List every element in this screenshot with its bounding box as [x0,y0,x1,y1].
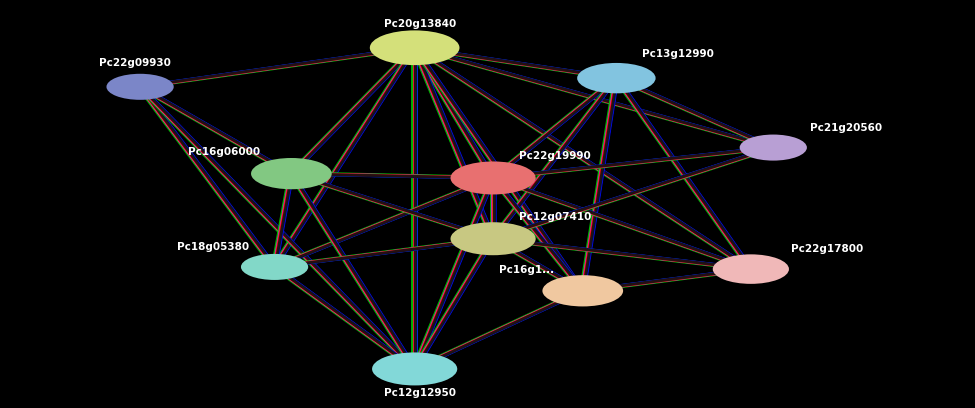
Text: Pc20g13840: Pc20g13840 [384,19,456,29]
Circle shape [450,162,535,195]
Circle shape [713,254,789,284]
Circle shape [370,30,459,65]
Circle shape [577,63,655,93]
Circle shape [542,275,623,306]
Text: Pc16g06000: Pc16g06000 [188,147,260,157]
Text: Pc16g1...: Pc16g1... [499,265,554,275]
Text: Pc21g20560: Pc21g20560 [810,123,882,133]
Text: Pc13g12990: Pc13g12990 [643,49,714,59]
Text: Pc22g17800: Pc22g17800 [791,244,863,254]
Circle shape [372,353,457,386]
Text: Pc22g19990: Pc22g19990 [519,151,591,161]
Circle shape [450,222,535,255]
Text: Pc12g07410: Pc12g07410 [519,212,591,222]
Circle shape [241,254,308,280]
Text: Pc18g05380: Pc18g05380 [176,242,249,253]
Circle shape [740,135,807,161]
Circle shape [106,74,174,100]
Circle shape [251,158,332,189]
Text: Pc22g09930: Pc22g09930 [98,58,171,68]
Text: Pc12g12950: Pc12g12950 [384,388,456,398]
